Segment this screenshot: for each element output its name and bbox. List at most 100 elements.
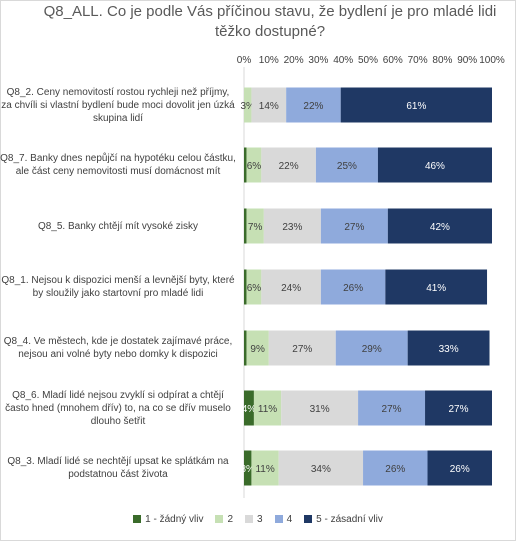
bar-segment	[261, 147, 316, 183]
x-tick-label: 100%	[479, 55, 505, 66]
bar-segment	[385, 269, 488, 305]
bar-segment	[407, 330, 490, 366]
data-label: 11%	[255, 464, 274, 475]
bar-segment	[427, 450, 492, 486]
x-tick-label: 60%	[383, 55, 403, 66]
data-label: 6%	[247, 283, 262, 294]
data-label: 27%	[344, 222, 364, 233]
bar-segment	[268, 330, 336, 366]
x-tick-label: 30%	[308, 55, 328, 66]
x-tick-label: 20%	[284, 55, 304, 66]
data-label: 6%	[247, 161, 262, 172]
x-tick-label: 50%	[358, 55, 378, 66]
legend-item: 2	[215, 514, 233, 525]
data-label: 27%	[292, 344, 312, 355]
bar-segment	[244, 390, 254, 426]
bar-segment	[244, 208, 247, 244]
bar-segment	[387, 208, 492, 244]
data-label: 33%	[439, 344, 459, 355]
bar-segment	[244, 450, 252, 486]
bar-segment	[340, 87, 492, 123]
data-label: 34%	[311, 464, 331, 475]
legend-item: 3	[245, 514, 263, 525]
bar-segment	[320, 269, 386, 305]
bar-segment	[315, 147, 378, 183]
legend-swatch	[245, 515, 254, 524]
bar-segment	[263, 208, 321, 244]
legend-label: 4	[286, 514, 293, 525]
data-label: 25%	[337, 161, 357, 172]
legend-swatch	[304, 515, 313, 524]
data-label: 27%	[382, 404, 402, 415]
data-label: 31%	[310, 404, 330, 415]
data-label: 26%	[343, 283, 363, 294]
category-label: Q8_7. Banky dnes nepůjčí na hypotéku cel…	[0, 153, 236, 177]
data-label: 22%	[279, 161, 299, 172]
data-label: 7%	[248, 222, 263, 233]
data-label: 23%	[282, 222, 302, 233]
legend-label: 3	[257, 514, 263, 525]
x-tick-label: 0%	[237, 55, 252, 66]
legend-label: 5 - zásadní vliv	[316, 514, 383, 525]
bar-segment	[261, 269, 321, 305]
x-tick-label: 10%	[259, 55, 279, 66]
bar-segment	[253, 390, 282, 426]
chart-legend: 1 - žádný vliv 2 3 4 5 - zásadní vliv	[0, 514, 516, 525]
bar-segment	[246, 208, 264, 244]
bar-segment	[358, 390, 426, 426]
data-label: 22%	[303, 101, 323, 112]
data-label: 26%	[385, 464, 405, 475]
legend-label: 1 - žádný vliv	[145, 514, 204, 525]
data-label: 46%	[425, 161, 445, 172]
chart-title: Q8_ALL. Co je podle Vás příčinou stavu, …	[43, 3, 497, 40]
category-label: Q8_3. Mladí lidé se nechtějí upsat ke sp…	[7, 456, 229, 480]
bar-segment	[286, 87, 341, 123]
bar-segment	[377, 147, 492, 183]
bar-segment	[251, 87, 287, 123]
x-tick-label: 90%	[457, 55, 477, 66]
bar-segment	[246, 330, 269, 366]
legend-swatch	[133, 515, 142, 524]
data-label: 29%	[362, 344, 382, 355]
bar-segment	[320, 208, 388, 244]
data-label: 11%	[258, 404, 277, 415]
bar-segment	[246, 147, 262, 183]
data-label: 26%	[450, 464, 470, 475]
data-label: 3%	[240, 464, 255, 475]
legend-item: 4	[274, 514, 293, 525]
x-tick-label: 80%	[432, 55, 452, 66]
data-label: 61%	[406, 101, 426, 112]
data-label: 3%	[240, 101, 255, 112]
legend-swatch	[274, 515, 283, 524]
data-label: 14%	[259, 101, 279, 112]
legend-swatch	[215, 515, 224, 524]
bar-segment	[244, 269, 247, 305]
bar-segment	[335, 330, 408, 366]
category-label: Q8_4. Ve městech, kde je dostatek zajíma…	[3, 336, 233, 360]
data-label: 24%	[281, 283, 301, 294]
data-label: 42%	[430, 222, 450, 233]
bar-segment	[244, 147, 247, 183]
x-tick-label: 40%	[333, 55, 353, 66]
category-label: Q8_2. Ceny nemovitostí rostou rychleji n…	[1, 86, 235, 124]
category-label: Q8_1. Nejsou k dispozici menší a levnějš…	[1, 275, 235, 299]
bar-segment	[278, 450, 364, 486]
bar-segment	[281, 390, 359, 426]
data-label: 27%	[449, 404, 469, 415]
bar-segment	[425, 390, 492, 426]
bar-segment	[244, 87, 252, 123]
data-label: 41%	[426, 283, 446, 294]
bar-segment	[246, 269, 262, 305]
x-tick-label: 70%	[408, 55, 428, 66]
legend-label: 2	[227, 514, 234, 525]
category-label: Q8_6. Mladí lidé nejsou zvyklí si odpíra…	[5, 389, 231, 427]
category-label: Q8_5. Banky chtějí mít vysoké zisky	[37, 220, 199, 232]
bar-segment	[363, 450, 428, 486]
legend-item: 5 - zásadní vliv	[304, 514, 383, 525]
data-label: 9%	[250, 344, 265, 355]
bar-segment	[251, 450, 279, 486]
legend-item: 1 - žádný vliv	[133, 514, 203, 525]
bar-segment	[244, 330, 247, 366]
data-label: 4%	[242, 404, 257, 415]
